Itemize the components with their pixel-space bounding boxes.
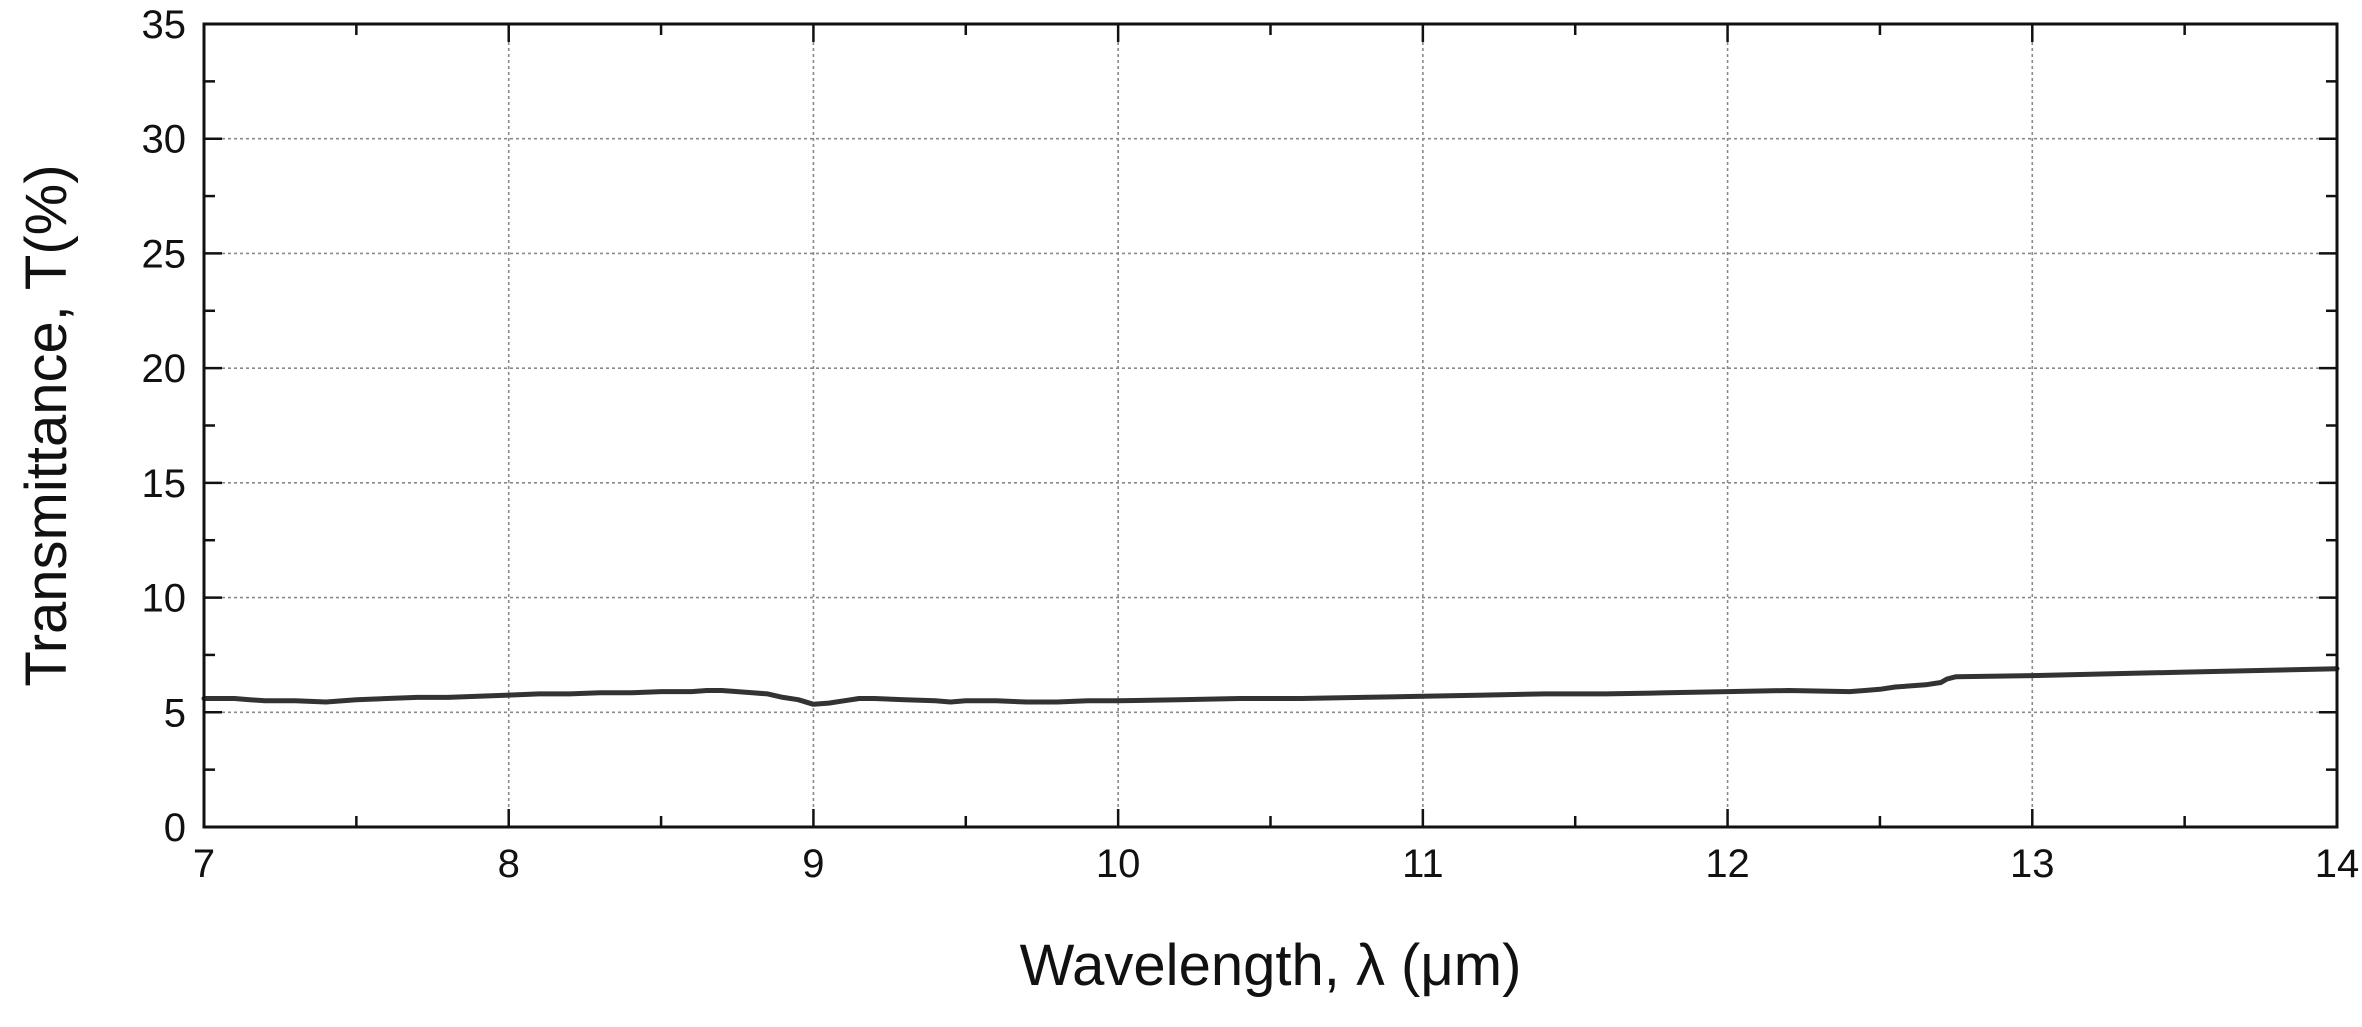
x-tick-label: 9 — [802, 842, 824, 886]
x-tick-label: 14 — [2315, 842, 2360, 886]
y-tick-label: 15 — [142, 462, 187, 506]
y-tick-label: 10 — [142, 577, 187, 621]
y-tick-label: 0 — [164, 806, 186, 850]
grid — [204, 24, 2337, 827]
y-tick-label: 20 — [142, 347, 187, 391]
x-tick-label: 8 — [498, 842, 520, 886]
y-tick-label: 25 — [142, 232, 187, 276]
x-tick-labels: 7 8 9 10 11 12 13 14 — [193, 842, 2359, 886]
x-tick-label: 7 — [193, 842, 215, 886]
x-tick-label: 12 — [1705, 842, 1750, 886]
x-tick-label: 13 — [2010, 842, 2055, 886]
x-axis-title: Wavelength, λ (μm) — [1020, 933, 1522, 998]
y-axis-title: Transmittance, T(%) — [14, 164, 79, 686]
x-tick-label: 11 — [1402, 842, 1444, 886]
ticks — [202, 22, 2339, 829]
x-tick-label: 10 — [1096, 842, 1141, 886]
plot-frame — [202, 22, 2339, 829]
series — [201, 666, 2340, 707]
y-tick-label: 5 — [164, 691, 186, 735]
y-tick-label: 30 — [142, 118, 187, 162]
series-line — [201, 666, 2340, 707]
y-tick-label: 35 — [142, 3, 187, 47]
y-tick-labels: 0 5 10 15 20 25 30 35 — [142, 3, 187, 850]
